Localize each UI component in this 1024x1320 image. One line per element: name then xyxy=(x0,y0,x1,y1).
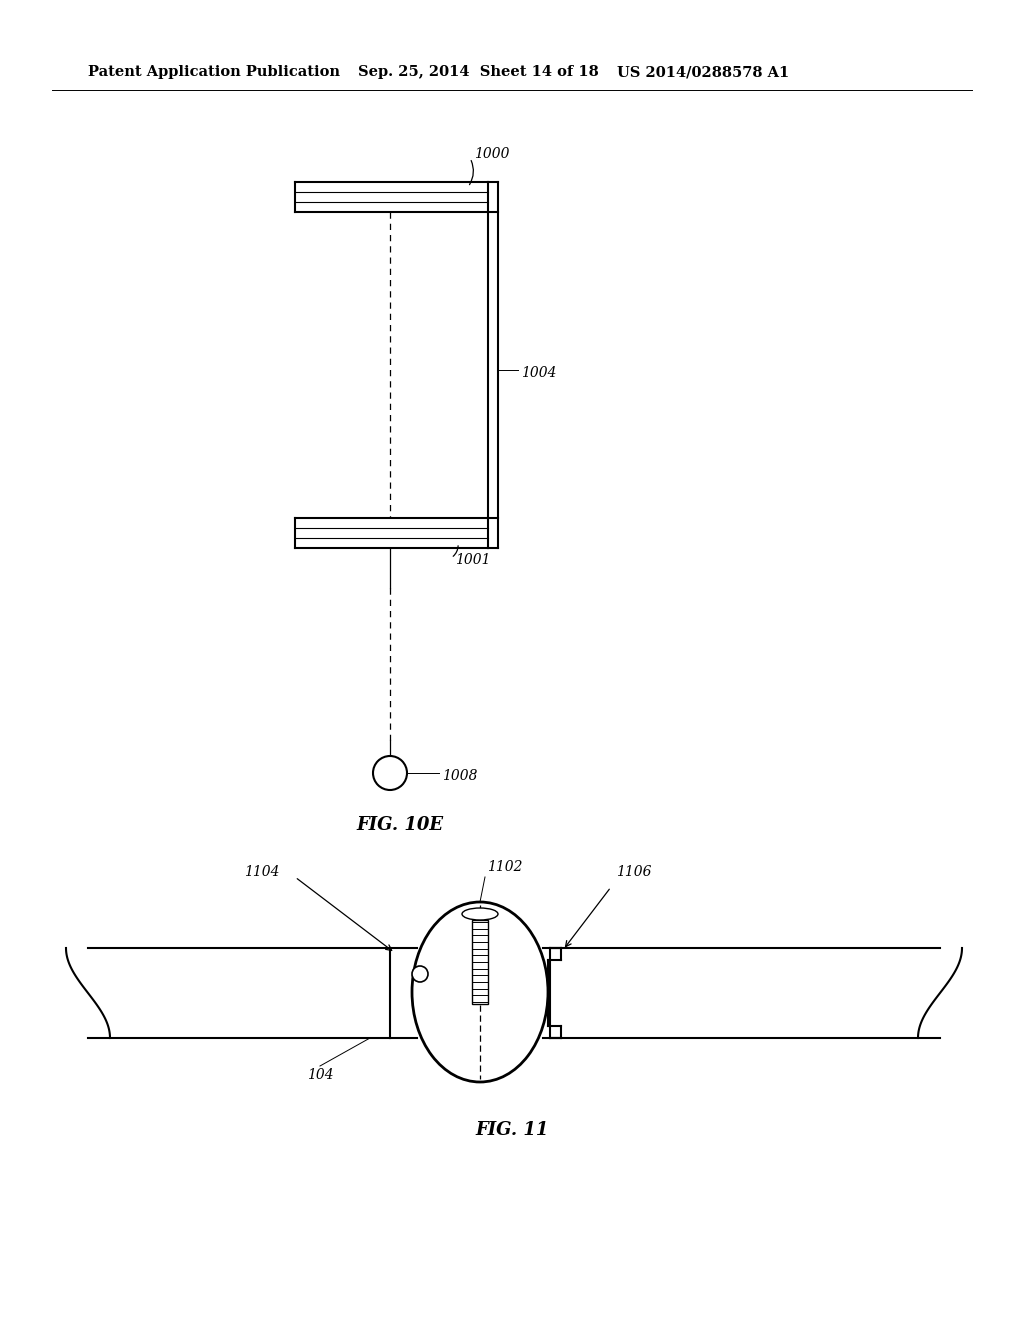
Text: 1004: 1004 xyxy=(521,366,556,380)
Text: 106: 106 xyxy=(467,1068,494,1082)
Text: US 2014/0288578 A1: US 2014/0288578 A1 xyxy=(617,65,790,79)
Circle shape xyxy=(412,966,428,982)
Ellipse shape xyxy=(412,902,548,1082)
Text: 1000: 1000 xyxy=(474,147,510,161)
Text: Sep. 25, 2014  Sheet 14 of 18: Sep. 25, 2014 Sheet 14 of 18 xyxy=(358,65,599,79)
Text: Patent Application Publication: Patent Application Publication xyxy=(88,65,340,79)
Ellipse shape xyxy=(462,908,498,920)
Bar xyxy=(472,920,488,1005)
Text: 1001: 1001 xyxy=(455,553,490,568)
Text: 1104: 1104 xyxy=(245,865,280,879)
Text: FIG. 11: FIG. 11 xyxy=(475,1121,549,1139)
Text: 104: 104 xyxy=(306,1068,334,1082)
Text: 1106: 1106 xyxy=(616,865,651,879)
Text: 1102: 1102 xyxy=(487,861,522,874)
Text: 1008: 1008 xyxy=(442,770,477,783)
Text: FIG. 10E: FIG. 10E xyxy=(356,816,443,834)
Circle shape xyxy=(373,756,407,789)
